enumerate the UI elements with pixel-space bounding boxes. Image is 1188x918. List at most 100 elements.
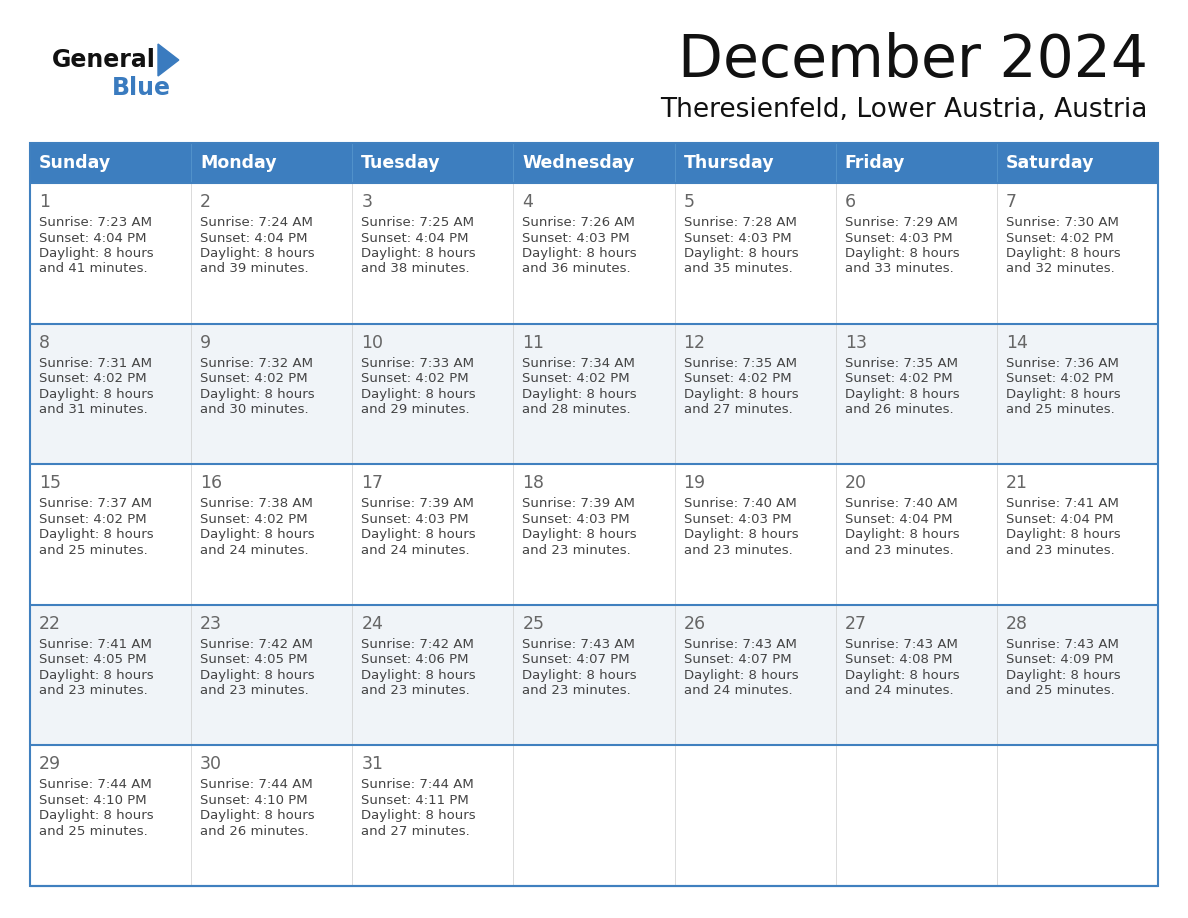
Text: 10: 10: [361, 333, 384, 352]
Text: and 30 minutes.: and 30 minutes.: [200, 403, 309, 416]
Text: and 23 minutes.: and 23 minutes.: [1006, 543, 1114, 556]
Text: and 29 minutes.: and 29 minutes.: [361, 403, 470, 416]
Text: Sunrise: 7:36 AM: Sunrise: 7:36 AM: [1006, 356, 1119, 370]
Text: Sunrise: 7:24 AM: Sunrise: 7:24 AM: [200, 216, 312, 229]
Text: 8: 8: [39, 333, 50, 352]
Bar: [353, 143, 513, 183]
Text: Sunrise: 7:28 AM: Sunrise: 7:28 AM: [683, 216, 796, 229]
Text: Saturday: Saturday: [1006, 154, 1094, 172]
Text: Daylight: 8 hours: Daylight: 8 hours: [683, 387, 798, 400]
Text: Daylight: 8 hours: Daylight: 8 hours: [523, 528, 637, 542]
Text: Theresienfeld, Lower Austria, Austria: Theresienfeld, Lower Austria, Austria: [661, 97, 1148, 123]
Text: Sunrise: 7:32 AM: Sunrise: 7:32 AM: [200, 356, 314, 370]
Text: Daylight: 8 hours: Daylight: 8 hours: [683, 528, 798, 542]
Text: 2: 2: [200, 193, 211, 211]
Text: Sunset: 4:03 PM: Sunset: 4:03 PM: [683, 231, 791, 244]
Text: Daylight: 8 hours: Daylight: 8 hours: [361, 247, 476, 260]
Text: Sunset: 4:02 PM: Sunset: 4:02 PM: [683, 372, 791, 385]
Text: and 23 minutes.: and 23 minutes.: [845, 543, 954, 556]
Text: Daylight: 8 hours: Daylight: 8 hours: [200, 810, 315, 823]
Text: and 25 minutes.: and 25 minutes.: [39, 543, 147, 556]
Text: and 31 minutes.: and 31 minutes.: [39, 403, 147, 416]
Text: 13: 13: [845, 333, 867, 352]
Text: Daylight: 8 hours: Daylight: 8 hours: [361, 528, 476, 542]
Text: Sunset: 4:02 PM: Sunset: 4:02 PM: [39, 512, 146, 526]
Text: Sunrise: 7:33 AM: Sunrise: 7:33 AM: [361, 356, 474, 370]
Text: Daylight: 8 hours: Daylight: 8 hours: [845, 387, 960, 400]
Text: Daylight: 8 hours: Daylight: 8 hours: [683, 669, 798, 682]
Text: and 25 minutes.: and 25 minutes.: [1006, 403, 1114, 416]
Text: 16: 16: [200, 475, 222, 492]
Text: 15: 15: [39, 475, 61, 492]
Text: Sunrise: 7:44 AM: Sunrise: 7:44 AM: [39, 778, 152, 791]
Text: Friday: Friday: [845, 154, 905, 172]
Text: 6: 6: [845, 193, 855, 211]
Text: 3: 3: [361, 193, 372, 211]
Text: Daylight: 8 hours: Daylight: 8 hours: [1006, 387, 1120, 400]
Text: Sunset: 4:03 PM: Sunset: 4:03 PM: [523, 231, 630, 244]
Text: and 26 minutes.: and 26 minutes.: [200, 825, 309, 838]
Text: Sunset: 4:03 PM: Sunset: 4:03 PM: [845, 231, 953, 244]
Text: Daylight: 8 hours: Daylight: 8 hours: [361, 810, 476, 823]
Text: Sunset: 4:03 PM: Sunset: 4:03 PM: [361, 512, 469, 526]
Text: 4: 4: [523, 193, 533, 211]
Text: Daylight: 8 hours: Daylight: 8 hours: [200, 247, 315, 260]
Text: Sunset: 4:04 PM: Sunset: 4:04 PM: [361, 231, 469, 244]
Text: Sunrise: 7:35 AM: Sunrise: 7:35 AM: [845, 356, 958, 370]
Text: and 24 minutes.: and 24 minutes.: [361, 543, 470, 556]
Text: Daylight: 8 hours: Daylight: 8 hours: [1006, 247, 1120, 260]
Bar: [997, 143, 1158, 183]
Text: Sunrise: 7:43 AM: Sunrise: 7:43 AM: [845, 638, 958, 651]
Text: Sunset: 4:07 PM: Sunset: 4:07 PM: [523, 654, 630, 666]
Text: Sunset: 4:04 PM: Sunset: 4:04 PM: [200, 231, 308, 244]
Bar: [30, 183, 1158, 324]
Text: 23: 23: [200, 615, 222, 633]
Text: Sunday: Sunday: [39, 154, 112, 172]
Text: Sunrise: 7:39 AM: Sunrise: 7:39 AM: [361, 498, 474, 510]
Text: Sunset: 4:02 PM: Sunset: 4:02 PM: [200, 372, 308, 385]
Bar: [513, 143, 675, 183]
Text: 18: 18: [523, 475, 544, 492]
Text: Daylight: 8 hours: Daylight: 8 hours: [200, 387, 315, 400]
Text: Sunrise: 7:42 AM: Sunrise: 7:42 AM: [361, 638, 474, 651]
Text: December 2024: December 2024: [678, 31, 1148, 88]
Bar: [30, 465, 1158, 605]
Text: 5: 5: [683, 193, 695, 211]
Text: and 23 minutes.: and 23 minutes.: [39, 684, 147, 698]
Text: Sunrise: 7:43 AM: Sunrise: 7:43 AM: [1006, 638, 1119, 651]
Text: and 23 minutes.: and 23 minutes.: [683, 543, 792, 556]
Text: and 23 minutes.: and 23 minutes.: [523, 543, 631, 556]
Text: 25: 25: [523, 615, 544, 633]
Text: and 38 minutes.: and 38 minutes.: [361, 263, 470, 275]
Text: Sunset: 4:05 PM: Sunset: 4:05 PM: [39, 654, 146, 666]
Bar: [30, 605, 1158, 745]
Text: Sunset: 4:03 PM: Sunset: 4:03 PM: [683, 512, 791, 526]
Text: 31: 31: [361, 756, 384, 773]
Text: and 23 minutes.: and 23 minutes.: [200, 684, 309, 698]
Text: 22: 22: [39, 615, 61, 633]
Text: Sunset: 4:02 PM: Sunset: 4:02 PM: [845, 372, 953, 385]
Text: 12: 12: [683, 333, 706, 352]
Bar: [30, 745, 1158, 886]
Text: Sunrise: 7:41 AM: Sunrise: 7:41 AM: [1006, 498, 1119, 510]
Text: Daylight: 8 hours: Daylight: 8 hours: [200, 528, 315, 542]
Text: 14: 14: [1006, 333, 1028, 352]
Text: Tuesday: Tuesday: [361, 154, 441, 172]
Text: Sunset: 4:04 PM: Sunset: 4:04 PM: [1006, 512, 1113, 526]
Text: Sunset: 4:04 PM: Sunset: 4:04 PM: [39, 231, 146, 244]
Text: and 25 minutes.: and 25 minutes.: [39, 825, 147, 838]
Text: Daylight: 8 hours: Daylight: 8 hours: [361, 669, 476, 682]
Bar: [191, 143, 353, 183]
Text: 26: 26: [683, 615, 706, 633]
Text: Daylight: 8 hours: Daylight: 8 hours: [845, 528, 960, 542]
Text: Daylight: 8 hours: Daylight: 8 hours: [523, 387, 637, 400]
Text: Sunrise: 7:40 AM: Sunrise: 7:40 AM: [845, 498, 958, 510]
Text: Sunrise: 7:43 AM: Sunrise: 7:43 AM: [523, 638, 636, 651]
Text: Sunrise: 7:39 AM: Sunrise: 7:39 AM: [523, 498, 636, 510]
Text: 27: 27: [845, 615, 867, 633]
Text: Blue: Blue: [112, 76, 171, 100]
Text: Daylight: 8 hours: Daylight: 8 hours: [39, 387, 153, 400]
Text: Daylight: 8 hours: Daylight: 8 hours: [1006, 528, 1120, 542]
Text: Daylight: 8 hours: Daylight: 8 hours: [361, 387, 476, 400]
Text: Sunrise: 7:34 AM: Sunrise: 7:34 AM: [523, 356, 636, 370]
